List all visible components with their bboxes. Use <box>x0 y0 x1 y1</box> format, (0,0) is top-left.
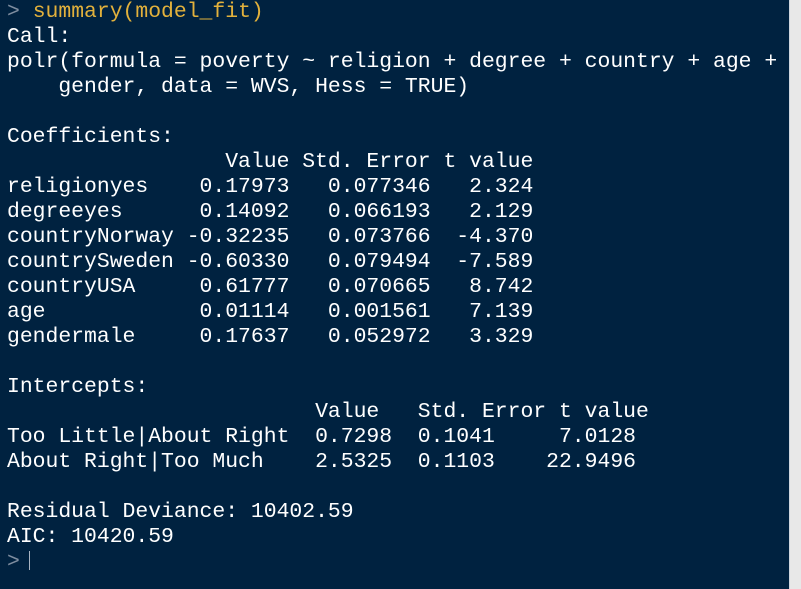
console-prompt: > <box>7 550 20 574</box>
command-line: > summary(model_fit) <box>7 0 789 25</box>
coefficient-row: religionyes 0.17973 0.077346 2.324 <box>7 175 534 199</box>
vertical-scrollbar[interactable] <box>789 0 801 589</box>
coefficient-row: age 0.01114 0.001561 7.139 <box>7 300 534 324</box>
console-prompt: > <box>7 0 20 24</box>
command-text: summary(model_fit) <box>32 0 264 24</box>
coefficients-column-headers: Value Std. Error t value <box>7 150 534 174</box>
coefficient-row: countryUSA 0.61777 0.070665 8.742 <box>7 275 534 299</box>
blank-line <box>7 350 789 375</box>
intercept-row: Too Little|About Right 0.7298 0.1041 7.0… <box>7 425 636 449</box>
input-line[interactable]: > <box>7 550 789 575</box>
coefficient-row: countrySweden -0.60330 0.079494 -7.589 <box>7 250 534 274</box>
aic-value: AIC: 10420.59 <box>7 525 174 549</box>
coefficient-row: countryNorway -0.32235 0.073766 -4.370 <box>7 225 534 249</box>
intercept-row: About Right|Too Much 2.5325 0.1103 22.94… <box>7 450 636 474</box>
coefficients-header: Coefficients: <box>7 125 174 149</box>
blank-line <box>7 100 789 125</box>
text-cursor <box>28 551 30 570</box>
blank-line <box>7 475 789 500</box>
coefficient-row: gendermale 0.17637 0.052972 3.329 <box>7 325 534 349</box>
call-line-1: polr(formula = poverty ~ religion + degr… <box>7 50 778 74</box>
intercepts-header: Intercepts: <box>7 375 149 399</box>
coefficient-row: degreeyes 0.14092 0.066193 2.129 <box>7 200 534 224</box>
call-header: Call: <box>7 25 72 49</box>
residual-deviance: Residual Deviance: 10402.59 <box>7 500 354 524</box>
call-line-2: gender, data = WVS, Hess = TRUE) <box>7 75 470 99</box>
intercepts-column-headers: Value Std. Error t value <box>7 400 649 424</box>
